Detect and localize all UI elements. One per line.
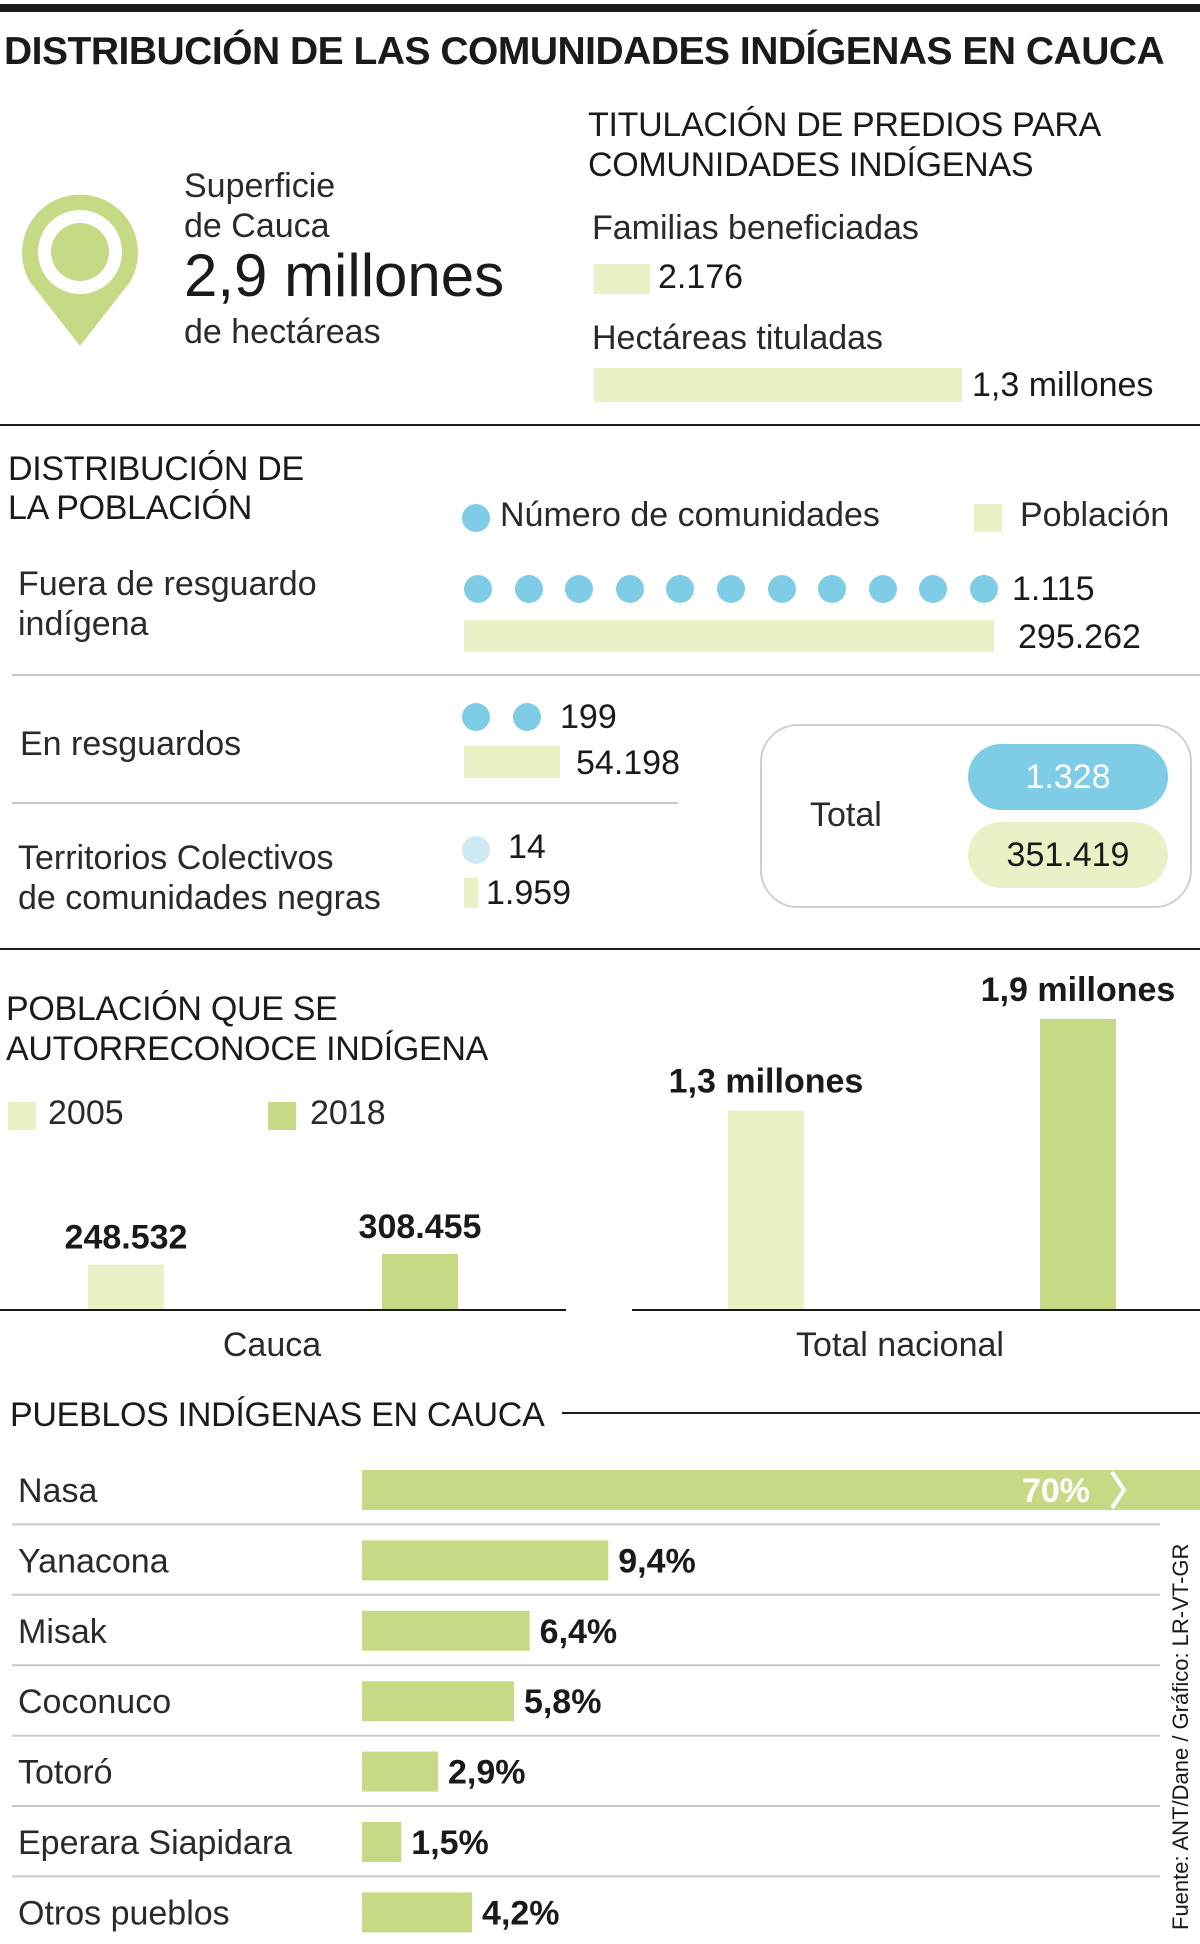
pueblo-bar: [362, 1681, 514, 1722]
community-dot: [717, 575, 745, 603]
pueblo-bar: [362, 1751, 438, 1792]
label-nacional-2005: 1,3 millones: [669, 1063, 864, 1101]
pueblo-label: Yanacona: [18, 1542, 169, 1580]
row-separator: [12, 674, 1200, 676]
row3-label-2: de comunidades negras: [18, 879, 381, 917]
pueblo-value: 4,2%: [482, 1894, 560, 1932]
hectareas-bar: [594, 368, 962, 402]
row3-poblacion-bar: [464, 878, 478, 908]
row1-label-1: Fuera de resguardo: [18, 565, 317, 603]
xlabel-cauca: Cauca: [223, 1326, 321, 1364]
community-dot: [565, 575, 594, 603]
legend-comunidades-dot: [462, 504, 490, 532]
pueblo-label: Otros pueblos: [18, 1894, 230, 1932]
hectareas-label: Hectáreas tituladas: [592, 319, 884, 357]
community-dot: [615, 575, 644, 603]
row1-poblacion-bar: [464, 620, 994, 652]
legend-2018-label: 2018: [310, 1094, 386, 1132]
bar-nacional-2018: [1040, 1019, 1116, 1309]
row1-comunidades: 1.115: [1012, 570, 1095, 608]
page-title: DISTRIBUCIÓN DE LAS COMUNIDADES INDÍGENA…: [4, 30, 1165, 73]
community-dot: [970, 575, 998, 603]
row1-label-2: indígena: [18, 605, 149, 643]
pueblos-chart: Nasa 70% Yanacona 9,4% Misak 6,4% Coconuco 5,8%…: [12, 1470, 1200, 1933]
pueblo-label: Misak: [18, 1613, 108, 1651]
community-dot: [666, 575, 695, 603]
bar-cauca-2005: [88, 1264, 164, 1309]
divider-2: [0, 948, 1200, 950]
divider-1: [0, 424, 1200, 426]
row2-comunidades: 199: [560, 698, 617, 736]
titulacion-heading-1: TITULACIÓN DE PREDIOS PARA: [588, 106, 1101, 144]
pueblo-value: 5,8%: [524, 1683, 602, 1721]
pueblo-value: 1,5%: [411, 1824, 489, 1862]
community-dot: [512, 703, 541, 731]
pueblo-bar: [362, 1470, 1200, 1510]
label-cauca-2018: 308.455: [359, 1208, 482, 1246]
pueblos-heading-rule: [562, 1412, 1200, 1414]
label-cauca-2005: 248.532: [65, 1219, 188, 1257]
hectareas-value: 1,3 millones: [972, 366, 1154, 404]
legend-poblacion-label: Población: [1020, 496, 1170, 534]
community-dot: [462, 703, 490, 731]
pueblo-label: Totoró: [18, 1754, 113, 1792]
row2-poblacion: 54.198: [576, 744, 680, 782]
distribucion-heading-2: LA POBLACIÓN: [8, 489, 252, 527]
xlabel-nacional: Total nacional: [796, 1326, 1004, 1364]
pueblo-label: Eperara Siapidara: [18, 1824, 292, 1862]
label-nacional-2018: 1,9 millones: [981, 971, 1176, 1009]
total-label: Total: [810, 796, 882, 834]
row3-label-1: Territorios Colectivos: [18, 839, 334, 877]
row3-dot: [462, 836, 490, 864]
superficie-value: 2,9 millones: [184, 242, 505, 309]
legend-2018-swatch: [268, 1102, 296, 1130]
total-comunidades-pill: 1.328: [968, 744, 1168, 810]
community-dot: [868, 575, 897, 603]
community-dot: [767, 575, 796, 603]
top-rule: [0, 4, 1200, 12]
superficie-unit: de hectáreas: [184, 313, 381, 351]
pueblo-value: 9,4%: [618, 1542, 696, 1580]
pueblo-label: Coconuco: [18, 1683, 171, 1721]
row-separator: [12, 802, 678, 804]
fuente-credit: Fuente: ANT/Dane / Gráfico: LR-VT-GR: [1168, 1543, 1193, 1930]
total-poblacion-pill: 351.419: [968, 822, 1168, 888]
row1-poblacion: 295.262: [1018, 618, 1141, 656]
superficie-label-1: Superficie: [184, 167, 336, 205]
community-dot: [464, 575, 492, 603]
pueblo-bar: [362, 1540, 609, 1581]
pueblo-bar: [362, 1822, 402, 1862]
pueblo-bar: [362, 1892, 473, 1933]
row2-poblacion-bar: [464, 746, 560, 778]
row3-poblacion: 1.959: [486, 874, 572, 912]
row2-label-1: En resguardos: [20, 725, 242, 763]
superficie-label-2: de Cauca: [184, 207, 330, 245]
poblacion-chart: 248.532 308.455 Cauca 1,3 millones 1,9 millo…: [0, 971, 1200, 1364]
community-dot: [919, 575, 948, 603]
community-dot: [818, 575, 847, 603]
legend-poblacion-swatch: [974, 504, 1002, 532]
pueblo-value: 70%: [1022, 1472, 1090, 1510]
bar-break-mark: [1110, 1470, 1127, 1510]
location-pin-icon: [21, 194, 138, 346]
pueblo-label: Nasa: [18, 1472, 97, 1510]
legend-2005-swatch: [8, 1102, 36, 1130]
pueblo-value: 6,4%: [540, 1613, 618, 1651]
pueblo-bar: [362, 1610, 530, 1651]
pueblo-value: 2,9%: [448, 1754, 525, 1792]
titulacion-heading-2: COMUNIDADES INDÍGENAS: [588, 146, 1034, 184]
bar-nacional-2005: [728, 1110, 804, 1309]
pueblos-heading: PUEBLOS INDÍGENAS EN CAUCA: [10, 1396, 545, 1434]
legend-2005-label: 2005: [48, 1094, 124, 1132]
familias-bar: [594, 264, 650, 294]
autorreconoce-heading-1: POBLACIÓN QUE SE: [6, 990, 338, 1028]
bar-cauca-2018: [382, 1254, 458, 1309]
familias-value: 2.176: [658, 258, 744, 296]
distribucion-heading-1: DISTRIBUCIÓN DE: [8, 450, 304, 488]
community-dot: [514, 575, 543, 603]
familias-label: Familias beneficiadas: [592, 209, 919, 247]
autorreconoce-heading-2: AUTORRECONOCE INDÍGENA: [6, 1030, 489, 1068]
legend-comunidades-label: Número de comunidades: [500, 496, 880, 534]
row3-comunidades: 14: [508, 828, 546, 866]
